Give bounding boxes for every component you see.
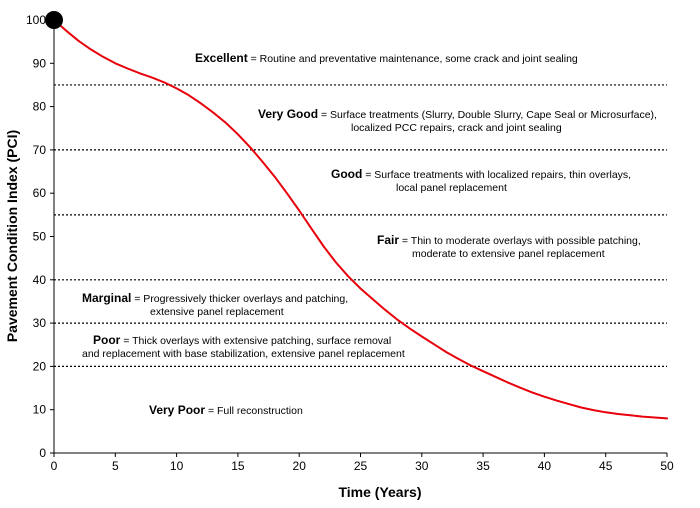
- x-tick-label: 45: [599, 459, 613, 473]
- band-label-fair: Fair = Thin to moderate overlays with po…: [377, 233, 641, 260]
- band-label-excellent-line1: Excellent = Routine and preventative mai…: [195, 51, 578, 65]
- x-tick-label: 40: [538, 459, 552, 473]
- x-tick-label: 30: [415, 459, 429, 473]
- band-label-very-good-line1: Very Good = Surface treatments (Slurry, …: [258, 107, 657, 121]
- y-tick-label: 10: [33, 403, 47, 417]
- band-description: = Surface treatments with localized repa…: [362, 169, 631, 181]
- start-point-marker: [45, 11, 63, 29]
- band-label-poor: Poor = Thick overlays with extensive pat…: [82, 333, 405, 360]
- x-tick-label: 25: [354, 459, 368, 473]
- band-label-poor-line1: Poor = Thick overlays with extensive pat…: [93, 333, 391, 347]
- x-tick-label: 35: [476, 459, 490, 473]
- y-tick-label: 20: [33, 359, 47, 373]
- y-tick-label: 70: [33, 143, 47, 157]
- band-label-very-good: Very Good = Surface treatments (Slurry, …: [258, 107, 657, 134]
- y-tick-label: 80: [33, 100, 47, 114]
- x-axis-title: Time (Years): [338, 484, 421, 500]
- x-tick-label: 15: [231, 459, 245, 473]
- band-label-poor-line2: and replacement with base stabilization,…: [82, 348, 405, 360]
- band-description: = Routine and preventative maintenance, …: [248, 53, 578, 65]
- band-label-very-good-line2: localized PCC repairs, crack and joint s…: [351, 122, 562, 134]
- band-label-very-poor-line1: Very Poor = Full reconstruction: [149, 403, 303, 417]
- band-name: Excellent: [195, 51, 248, 65]
- band-name: Good: [331, 167, 362, 181]
- band-description: = Progressively thicker overlays and pat…: [131, 293, 348, 305]
- band-label-very-poor: Very Poor = Full reconstruction: [149, 403, 303, 417]
- x-tick-label: 50: [660, 459, 674, 473]
- band-name: Very Good: [258, 107, 318, 121]
- x-tick-label: 5: [112, 459, 119, 473]
- y-tick-label: 60: [33, 186, 47, 200]
- band-label-excellent: Excellent = Routine and preventative mai…: [195, 51, 578, 65]
- band-label-fair-line2: moderate to extensive panel replacement: [412, 248, 605, 260]
- band-description: = Thick overlays with extensive patching…: [120, 335, 391, 347]
- band-label-good-line2: local panel replacement: [396, 182, 507, 194]
- band-label-good-line1: Good = Surface treatments with localized…: [331, 167, 631, 181]
- band-description: = Surface treatments (Slurry, Double Slu…: [318, 109, 657, 121]
- y-tick-label: 0: [39, 446, 46, 460]
- y-tick-label: 50: [33, 230, 47, 244]
- band-description: = Thin to moderate overlays with possibl…: [399, 235, 641, 247]
- band-name: Poor: [93, 333, 121, 347]
- x-tick-label: 20: [293, 459, 307, 473]
- band-label-marginal: Marginal = Progressively thicker overlay…: [82, 291, 348, 318]
- band-name: Fair: [377, 233, 399, 247]
- series-line-pci: [53, 19, 668, 420]
- band-label-fair-line1: Fair = Thin to moderate overlays with po…: [377, 233, 641, 247]
- y-tick-label: 40: [33, 273, 47, 287]
- x-tick-label: 0: [51, 459, 58, 473]
- condition-band-labels: Excellent = Routine and preventative mai…: [82, 51, 657, 417]
- band-name: Marginal: [82, 291, 131, 305]
- band-name: Very Poor: [149, 403, 205, 417]
- y-tick-label: 30: [33, 316, 47, 330]
- series: [45, 11, 668, 420]
- y-tick-label: 100: [26, 13, 46, 27]
- band-label-marginal-line2: extensive panel replacement: [150, 306, 284, 318]
- y-tick-label: 90: [33, 56, 47, 70]
- band-description: = Full reconstruction: [205, 405, 303, 417]
- tick-labels: 0 5 10 15 20 25 30 35 40 45 50 0 10 20 30 40 50 60 70 80 90 1…: [26, 13, 674, 473]
- x-tick-label: 10: [170, 459, 184, 473]
- y-axis-title: Pavement Condition Index (PCI): [4, 130, 20, 342]
- band-label-good: Good = Surface treatments with localized…: [331, 167, 631, 194]
- band-label-marginal-line1: Marginal = Progressively thicker overlay…: [82, 291, 348, 305]
